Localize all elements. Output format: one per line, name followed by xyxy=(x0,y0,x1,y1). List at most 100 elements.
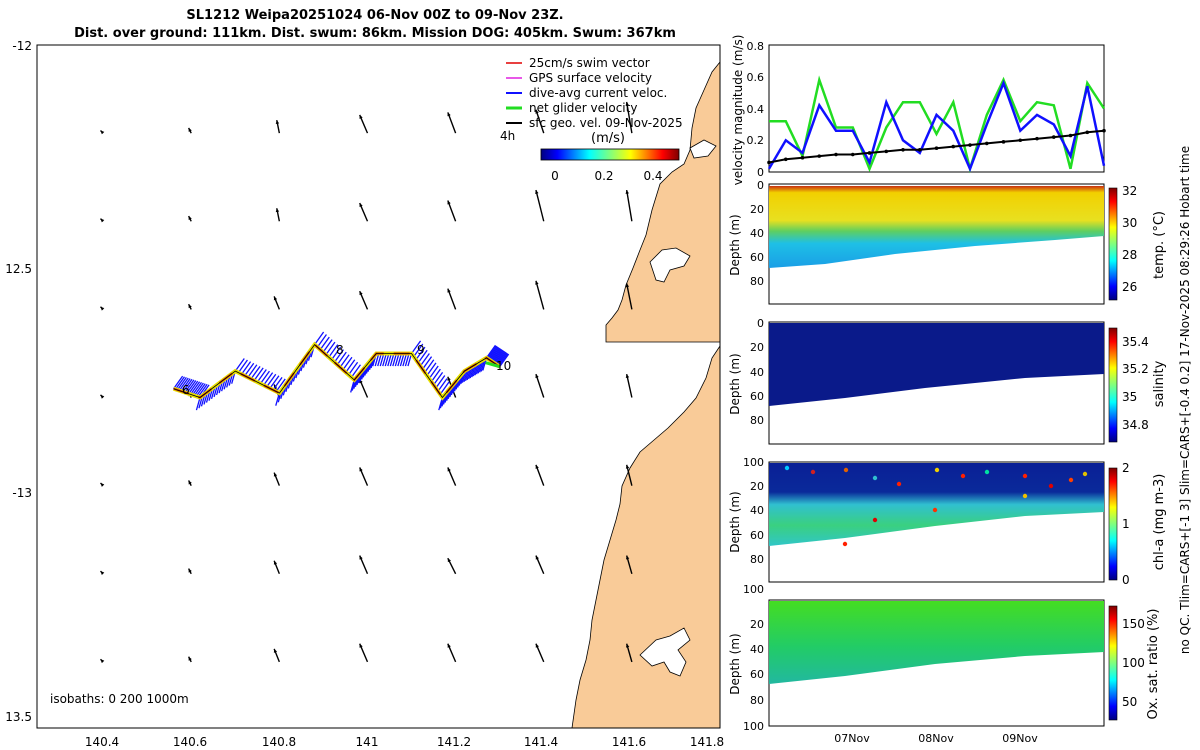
geo-vector-arrowhead xyxy=(359,467,363,472)
sal-cbar-tick: 35 xyxy=(1122,390,1137,404)
sal-y-tick: 80 xyxy=(750,414,764,427)
velocity-point xyxy=(984,141,989,146)
current-vector xyxy=(342,356,353,371)
current-vector xyxy=(348,361,359,376)
current-vector xyxy=(186,380,197,394)
current-vector xyxy=(325,341,336,356)
temp-cbar-ticks: 26 28 30 32 xyxy=(1122,184,1137,294)
geo-vector-arrowhead xyxy=(359,203,363,208)
geo-vector-arrowhead xyxy=(535,464,539,469)
current-vector xyxy=(496,351,507,366)
current-vector xyxy=(422,356,433,370)
current-vector xyxy=(266,373,277,388)
track-label-8: 8 xyxy=(336,343,344,357)
current-vector xyxy=(339,354,350,368)
estuary-south xyxy=(639,627,691,677)
side-metadata-label: no QC. Tlim=CARS+[-1 3] Slim=CARS+[-0.4 … xyxy=(1178,146,1192,654)
y-tick-label: -12 xyxy=(12,39,32,53)
chla-hotspot xyxy=(784,465,790,471)
velocity-point xyxy=(917,147,922,152)
legend-swim-label: 25cm/s swim vector xyxy=(529,56,650,70)
current-vector xyxy=(387,353,393,367)
geo-vector-arrowhead xyxy=(535,190,539,194)
chla-y-ticks: 100 20 40 60 80 xyxy=(743,456,764,566)
oxygen-y-ticks: 100 20 40 60 80 100 xyxy=(743,583,764,733)
geo-vector-arrowhead xyxy=(100,130,105,135)
current-vector xyxy=(322,339,333,353)
current-vector xyxy=(256,369,267,383)
velocity-point xyxy=(767,160,771,165)
current-vector xyxy=(495,351,506,365)
current-vector xyxy=(319,336,330,351)
geo-vector-arrow xyxy=(625,373,633,398)
sal-y-tick: 20 xyxy=(750,341,764,354)
current-vector xyxy=(494,350,505,364)
geo-vector-arrowhead xyxy=(359,643,363,648)
chla-hotspot xyxy=(934,467,940,473)
geo-vector-arrowhead xyxy=(188,304,192,309)
velocity-point xyxy=(951,144,956,149)
salinity-field xyxy=(769,323,1104,406)
velocity-point xyxy=(1068,133,1073,138)
current-vector xyxy=(377,353,382,367)
current-vector xyxy=(178,377,189,391)
salinity-y-ticks: 0 20 40 60 80 xyxy=(750,317,764,427)
map-panel: 140.4 140.6 140.8 141 141.2 141.4 141.6 … xyxy=(5,39,724,749)
sal-y-tick: 40 xyxy=(750,366,764,379)
oxygen-cbar-ticks: 50 100 150 xyxy=(1122,617,1145,709)
map-colorbar xyxy=(540,148,680,161)
chla-variable-label: chl-a (mg m-3) xyxy=(1152,474,1167,571)
current-vector xyxy=(419,353,430,367)
glider-track xyxy=(172,331,510,411)
velocity-point xyxy=(817,154,822,158)
chla-hotspot xyxy=(843,467,849,473)
isobaths-label: isobaths: 0 200 1000m xyxy=(50,692,189,706)
time-axis: 07Nov 08Nov 09Nov xyxy=(834,732,1038,745)
current-vector xyxy=(237,359,248,374)
chl-cbar-tick: 2 xyxy=(1122,461,1130,475)
current-vector xyxy=(316,334,327,348)
vel-y-tick: 0.2 xyxy=(747,134,765,147)
temp-cbar-tick: 32 xyxy=(1122,184,1137,198)
current-vector xyxy=(397,353,403,367)
temp-field xyxy=(769,186,1104,268)
geo-vector-arrowhead xyxy=(275,120,280,125)
current-vector xyxy=(241,361,252,375)
current-vector xyxy=(197,383,208,398)
temp-y-tick: 60 xyxy=(750,251,764,264)
geo-vector-arrowhead xyxy=(273,560,278,565)
geo-vector-arrowhead xyxy=(100,218,105,223)
x-tick-label: 141.6 xyxy=(612,735,646,749)
current-vector xyxy=(392,353,398,367)
chl-y-tick: 20 xyxy=(750,480,764,493)
velocity-point xyxy=(783,157,788,162)
geo-vector-arrowhead xyxy=(535,643,539,648)
ox-y-tick: 80 xyxy=(750,694,764,707)
current-vector xyxy=(345,359,356,373)
temp-colorbar xyxy=(1108,187,1118,301)
geo-vector-arrowhead xyxy=(447,467,451,472)
temp-cbar-tick: 28 xyxy=(1122,248,1137,262)
ox-cbar-tick: 100 xyxy=(1122,656,1145,670)
geo-vector-arrowhead xyxy=(625,374,630,379)
chla-hotspot xyxy=(1022,473,1028,479)
geo-vector-arrowhead xyxy=(275,208,280,213)
current-vector xyxy=(314,331,325,346)
current-vector xyxy=(488,346,499,361)
chla-hotspot xyxy=(1048,483,1054,489)
sal-cbar-tick: 35.2 xyxy=(1122,362,1149,376)
geo-vector-arrowhead xyxy=(100,571,105,575)
current-vector xyxy=(402,353,408,367)
geo-vector-arrowhead xyxy=(535,555,539,560)
current-vector xyxy=(247,364,258,378)
current-vector xyxy=(490,348,501,362)
vel-y-tick: 0.8 xyxy=(747,40,765,53)
current-vector xyxy=(439,381,450,395)
current-vector xyxy=(394,353,400,367)
cbar-tick: 0.4 xyxy=(643,169,662,183)
geo-vector-arrow xyxy=(535,373,545,398)
current-vector xyxy=(234,358,245,372)
current-vector xyxy=(195,397,201,411)
ox-y-tick: 100 xyxy=(743,583,764,596)
cbar-tick: 0.2 xyxy=(594,169,613,183)
